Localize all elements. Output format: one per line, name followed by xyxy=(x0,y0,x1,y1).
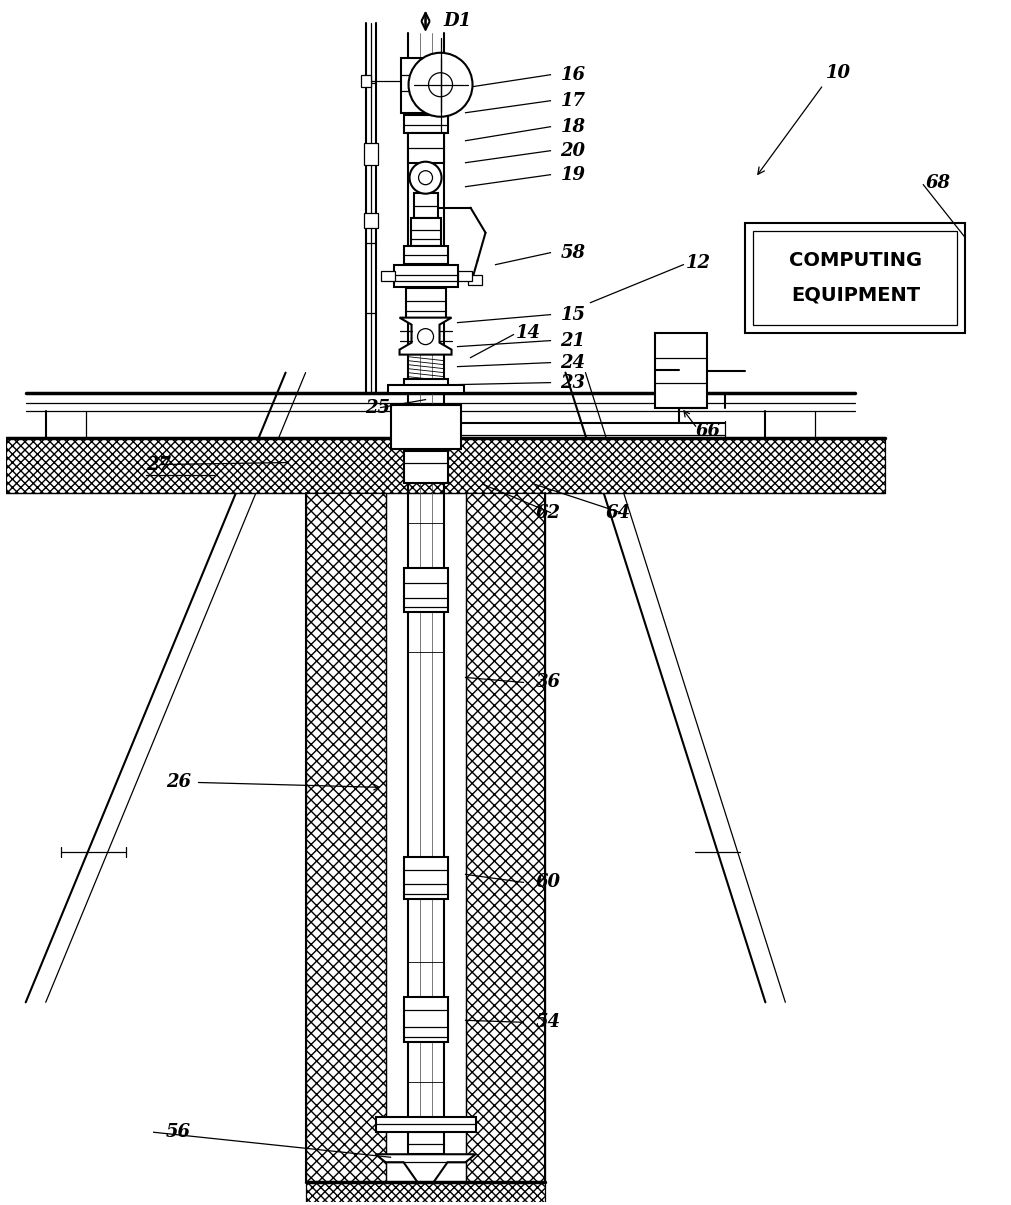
Text: 18: 18 xyxy=(560,118,585,136)
Bar xyxy=(395,405,456,412)
Text: 60: 60 xyxy=(536,874,560,892)
Bar xyxy=(403,114,448,133)
Bar xyxy=(380,271,394,281)
Text: 25: 25 xyxy=(366,399,390,417)
Text: 56: 56 xyxy=(166,1123,191,1141)
Text: COMPUTING: COMPUTING xyxy=(789,251,922,270)
Text: 27: 27 xyxy=(146,455,171,474)
Text: 64: 64 xyxy=(606,504,631,522)
Polygon shape xyxy=(399,318,452,354)
Bar xyxy=(753,230,957,324)
Circle shape xyxy=(418,329,434,345)
Text: 16: 16 xyxy=(560,66,585,83)
Bar xyxy=(410,218,441,246)
Bar xyxy=(400,58,451,113)
Text: 23: 23 xyxy=(560,374,585,392)
Text: 10: 10 xyxy=(825,64,850,82)
Bar xyxy=(655,333,708,407)
Text: D1: D1 xyxy=(444,12,472,30)
Bar xyxy=(387,384,463,393)
Bar xyxy=(407,1133,444,1154)
Text: 26: 26 xyxy=(166,774,191,792)
Text: 14: 14 xyxy=(516,324,541,342)
Bar xyxy=(403,568,448,612)
Bar xyxy=(364,212,377,228)
Text: 12: 12 xyxy=(685,254,711,271)
Bar xyxy=(413,193,438,218)
Bar xyxy=(305,493,385,1182)
Text: 20: 20 xyxy=(560,142,585,160)
Bar xyxy=(745,223,966,333)
Text: 24: 24 xyxy=(560,353,585,371)
Bar xyxy=(393,265,458,287)
Bar xyxy=(403,246,448,264)
Bar xyxy=(364,142,377,165)
Text: 21: 21 xyxy=(560,331,585,349)
Bar xyxy=(403,998,448,1042)
Text: 15: 15 xyxy=(560,306,585,324)
Bar xyxy=(375,1117,475,1133)
Circle shape xyxy=(419,171,433,184)
Bar xyxy=(465,493,546,1182)
Bar xyxy=(403,451,448,482)
Bar xyxy=(395,415,456,423)
Circle shape xyxy=(429,72,453,96)
Bar xyxy=(407,133,444,163)
Text: 66: 66 xyxy=(696,422,721,440)
Text: 68: 68 xyxy=(925,174,950,192)
Text: EQUIPMENT: EQUIPMENT xyxy=(791,286,920,304)
Text: 62: 62 xyxy=(536,504,560,522)
Text: 58: 58 xyxy=(560,243,585,261)
Bar xyxy=(405,288,446,318)
Bar xyxy=(361,75,371,87)
Bar xyxy=(467,275,481,284)
Text: 54: 54 xyxy=(536,1013,560,1031)
Polygon shape xyxy=(375,1154,475,1182)
Bar xyxy=(403,858,448,899)
Circle shape xyxy=(409,161,442,194)
Circle shape xyxy=(408,53,472,117)
Text: 17: 17 xyxy=(560,92,585,110)
Bar xyxy=(305,1182,546,1205)
Text: 19: 19 xyxy=(560,166,585,183)
Bar xyxy=(6,437,886,493)
Bar xyxy=(403,378,448,393)
Bar xyxy=(390,405,461,448)
Text: 36: 36 xyxy=(536,674,560,692)
Bar xyxy=(458,271,471,281)
